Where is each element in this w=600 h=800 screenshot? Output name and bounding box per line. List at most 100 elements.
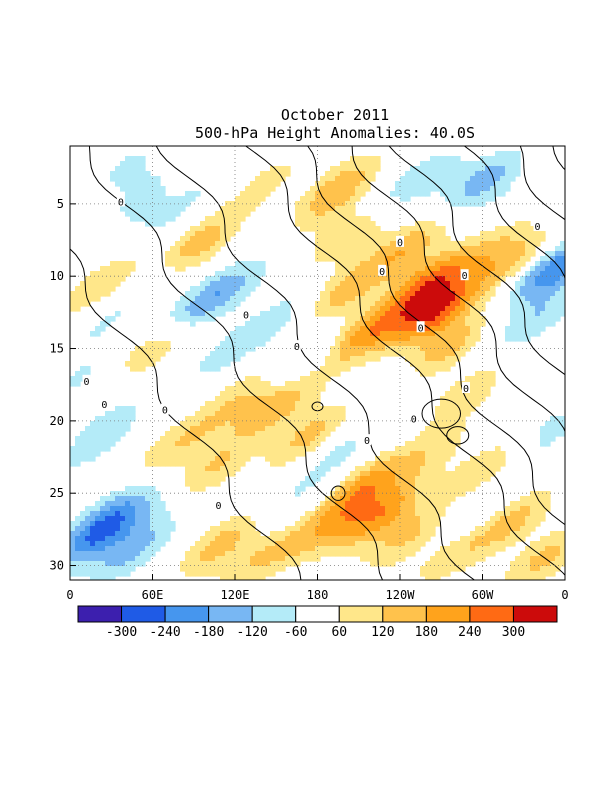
anomaly-cell bbox=[165, 446, 171, 452]
anomaly-cell bbox=[400, 286, 406, 292]
anomaly-cell bbox=[445, 446, 451, 452]
anomaly-cell bbox=[420, 341, 426, 347]
anomaly-cell bbox=[515, 241, 521, 247]
anomaly-cell bbox=[245, 416, 251, 422]
anomaly-cell bbox=[535, 541, 541, 547]
anomaly-cell bbox=[415, 351, 421, 357]
anomaly-cell bbox=[190, 426, 196, 432]
anomaly-cell bbox=[475, 456, 481, 462]
anomaly-cell bbox=[435, 171, 441, 177]
anomaly-cell bbox=[240, 566, 246, 572]
anomaly-cell bbox=[230, 426, 236, 432]
anomaly-cell bbox=[205, 401, 211, 407]
anomaly-cell bbox=[425, 491, 431, 497]
anomaly-cell bbox=[130, 196, 136, 202]
anomaly-cell bbox=[250, 406, 256, 412]
anomaly-cell bbox=[430, 496, 436, 502]
anomaly-cell bbox=[415, 236, 421, 242]
anomaly-cell bbox=[105, 546, 111, 552]
anomaly-cell bbox=[520, 256, 526, 262]
anomaly-cell bbox=[260, 396, 266, 402]
anomaly-cell bbox=[535, 281, 541, 287]
anomaly-cell bbox=[455, 416, 461, 422]
anomaly-cell bbox=[175, 311, 181, 317]
anomaly-cell bbox=[430, 176, 436, 182]
anomaly-cell bbox=[445, 561, 451, 567]
anomaly-cell bbox=[245, 321, 251, 327]
anomaly-cell bbox=[535, 561, 541, 567]
anomaly-cell bbox=[415, 466, 421, 472]
anomaly-cell bbox=[355, 256, 361, 262]
anomaly-cell bbox=[540, 576, 546, 580]
anomaly-cell bbox=[195, 261, 201, 267]
anomaly-cell bbox=[420, 246, 426, 252]
anomaly-cell bbox=[465, 346, 471, 352]
anomaly-cell bbox=[265, 411, 271, 417]
anomaly-cell bbox=[145, 486, 151, 492]
anomaly-cell bbox=[450, 406, 456, 412]
anomaly-cell bbox=[95, 421, 101, 427]
anomaly-cell bbox=[205, 416, 211, 422]
anomaly-cell bbox=[365, 301, 371, 307]
anomaly-cell bbox=[530, 231, 536, 237]
anomaly-cell bbox=[230, 276, 236, 282]
anomaly-cell bbox=[270, 571, 276, 577]
anomaly-cell bbox=[435, 296, 441, 302]
anomaly-cell bbox=[430, 326, 436, 332]
anomaly-cell bbox=[400, 181, 406, 187]
anomaly-cell bbox=[345, 346, 351, 352]
anomaly-cell bbox=[130, 501, 136, 507]
anomaly-cell bbox=[315, 511, 321, 517]
anomaly-cell bbox=[530, 521, 536, 527]
anomaly-cell bbox=[490, 171, 496, 177]
anomaly-cell bbox=[135, 536, 141, 542]
anomaly-cell bbox=[230, 286, 236, 292]
anomaly-cell bbox=[245, 421, 251, 427]
anomaly-cell bbox=[430, 351, 436, 357]
anomaly-cell bbox=[190, 251, 196, 257]
anomaly-cell bbox=[250, 341, 256, 347]
anomaly-cell bbox=[550, 436, 556, 442]
anomaly-cell bbox=[405, 451, 411, 457]
anomaly-cell bbox=[365, 216, 371, 222]
anomaly-cell bbox=[410, 231, 416, 237]
anomaly-cell bbox=[510, 311, 516, 317]
anomaly-cell bbox=[105, 571, 111, 577]
anomaly-cell bbox=[470, 316, 476, 322]
anomaly-cell bbox=[525, 516, 531, 522]
anomaly-cell bbox=[280, 316, 286, 322]
anomaly-cell bbox=[125, 411, 131, 417]
anomaly-cell bbox=[375, 316, 381, 322]
anomaly-cell bbox=[140, 196, 146, 202]
anomaly-cell bbox=[265, 381, 271, 387]
anomaly-cell bbox=[360, 271, 366, 277]
anomaly-cell bbox=[155, 516, 161, 522]
anomaly-cell bbox=[175, 436, 181, 442]
anomaly-cell bbox=[325, 196, 331, 202]
anomaly-cell bbox=[250, 546, 256, 552]
anomaly-cell bbox=[350, 276, 356, 282]
anomaly-cell bbox=[410, 311, 416, 317]
anomaly-cell bbox=[265, 326, 271, 332]
anomaly-cell bbox=[415, 256, 421, 262]
anomaly-cell bbox=[70, 381, 76, 387]
anomaly-cell bbox=[230, 441, 236, 447]
anomaly-cell bbox=[405, 526, 411, 532]
anomaly-cell bbox=[510, 306, 516, 312]
anomaly-cell bbox=[130, 216, 136, 222]
anomaly-cell bbox=[330, 201, 336, 207]
anomaly-cell bbox=[500, 276, 506, 282]
anomaly-cell bbox=[85, 446, 91, 452]
anomaly-cell bbox=[395, 271, 401, 277]
anomaly-cell bbox=[340, 526, 346, 532]
anomaly-cell bbox=[475, 296, 481, 302]
anomaly-cell bbox=[445, 271, 451, 277]
anomaly-cell bbox=[365, 281, 371, 287]
anomaly-cell bbox=[335, 226, 341, 232]
anomaly-cell bbox=[480, 386, 486, 392]
anomaly-cell bbox=[305, 396, 311, 402]
anomaly-cell bbox=[350, 326, 356, 332]
anomaly-cell bbox=[180, 246, 186, 252]
anomaly-cell bbox=[360, 506, 366, 512]
anomaly-cell bbox=[525, 511, 531, 517]
